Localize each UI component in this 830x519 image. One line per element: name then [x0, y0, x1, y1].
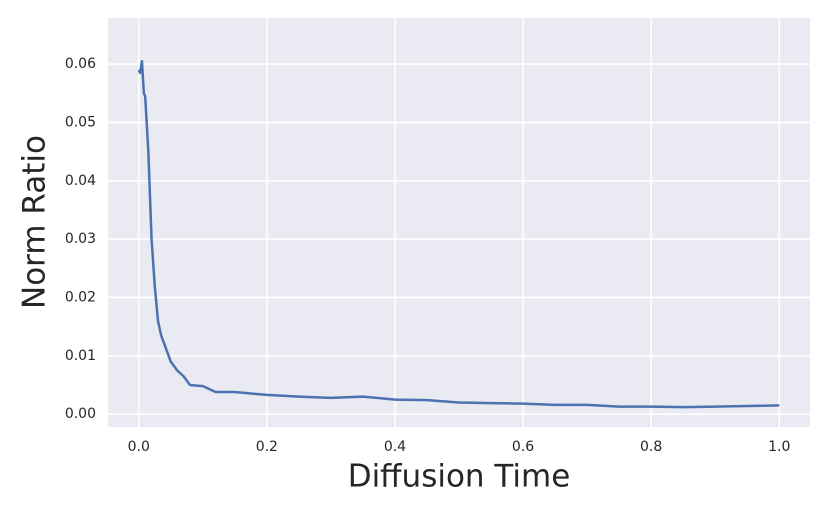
- x-tick-label: 1.0: [768, 439, 790, 455]
- plot-area: [108, 18, 810, 427]
- y-tick-label: 0.03: [65, 231, 96, 247]
- x-tick-label: 0.0: [128, 439, 150, 455]
- x-tick-label: 0.6: [512, 439, 534, 455]
- y-tick-label: 0.02: [65, 289, 96, 305]
- y-tick-label: 0.00: [65, 406, 96, 422]
- y-tick-label: 0.04: [65, 173, 96, 189]
- y-tick-label: 0.05: [65, 114, 96, 130]
- y-tick-label: 0.06: [65, 56, 96, 72]
- y-tick-label: 0.01: [65, 348, 96, 364]
- line: [137, 59, 780, 409]
- y-axis-label: Norm Ratio: [17, 135, 53, 309]
- x-tick-label: 0.4: [384, 439, 406, 455]
- x-axis-label: Diffusion Time: [348, 459, 571, 495]
- x-tick-label: 0.2: [256, 439, 278, 455]
- x-tick-label: 0.8: [640, 439, 662, 455]
